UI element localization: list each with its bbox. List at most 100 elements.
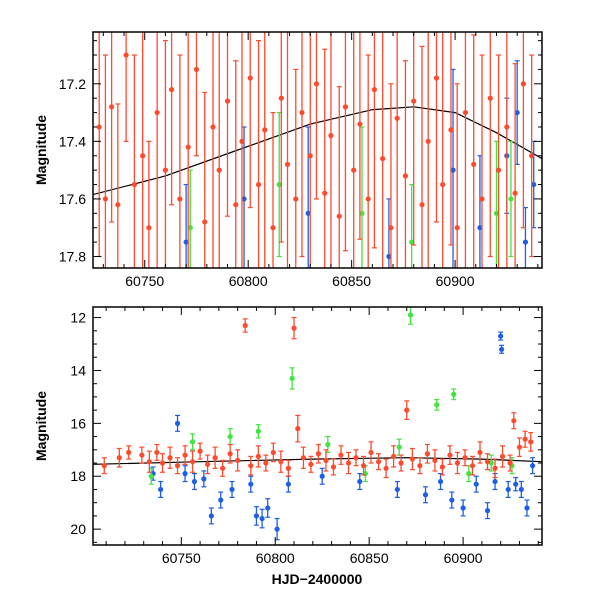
top-red-marker xyxy=(284,161,291,167)
top-red-point xyxy=(529,54,535,258)
top-y-axis-label: Magnitude xyxy=(33,115,49,185)
bottom-blue-marker xyxy=(182,471,188,477)
bottom-blue-marker xyxy=(285,481,291,487)
top-red-point xyxy=(365,54,371,268)
top-red-point xyxy=(169,32,175,206)
bottom-blue-marker xyxy=(422,492,429,498)
top-red-marker xyxy=(495,167,502,173)
bottom-red-marker xyxy=(345,460,352,466)
top-red-marker xyxy=(131,181,137,188)
top-blue-marker xyxy=(531,181,537,188)
bottom-red-point xyxy=(182,445,188,465)
top-red-point xyxy=(411,32,417,246)
top-red-marker xyxy=(202,219,208,225)
top-red-point xyxy=(322,48,328,268)
bottom-red-marker xyxy=(507,460,513,466)
top-red-point xyxy=(440,32,446,268)
bottom-blue-point xyxy=(174,414,181,432)
top-red-marker xyxy=(342,104,349,110)
bottom-red-point xyxy=(146,450,152,473)
top-red-marker xyxy=(247,75,253,81)
bottom-red-point xyxy=(248,455,254,476)
top-red-point xyxy=(202,91,208,268)
bottom-red-point xyxy=(315,443,322,464)
top-red-marker xyxy=(278,95,284,101)
bottom-blue-point xyxy=(449,491,455,509)
bottom-blue-point xyxy=(248,475,254,493)
top-red-point xyxy=(454,83,460,268)
top-red-marker xyxy=(162,167,169,173)
bottom-blue-marker xyxy=(518,486,524,493)
bottom-red-marker xyxy=(146,459,152,465)
top-red-marker xyxy=(146,225,152,231)
top-red-marker xyxy=(479,196,485,202)
bottom-blue-point xyxy=(182,465,188,483)
top-red-marker xyxy=(299,109,305,116)
bottom-blue-point xyxy=(422,486,429,504)
top-blue-marker xyxy=(241,196,247,202)
bottom-x-tick-label: 60850 xyxy=(350,550,389,566)
bottom-red-point xyxy=(417,457,423,475)
top-red-marker xyxy=(351,167,357,173)
top-red-marker xyxy=(471,161,477,167)
bottom-red-point xyxy=(345,451,352,475)
bottom-blue-point xyxy=(259,508,265,529)
bottom-red-point xyxy=(154,443,160,461)
bottom-green-marker xyxy=(434,402,440,408)
top-red-point xyxy=(462,32,469,268)
bottom-green-point xyxy=(407,307,414,325)
top-red-point xyxy=(512,63,518,268)
top-red-marker xyxy=(380,156,386,162)
bottom-red-point xyxy=(499,445,506,468)
bottom-red-point xyxy=(139,446,145,464)
bottom-blue-marker xyxy=(473,481,479,487)
bottom-blue-point xyxy=(499,344,505,354)
bottom-red-marker xyxy=(375,459,382,465)
bottom-red-point xyxy=(270,442,276,463)
bottom-red-marker xyxy=(492,465,498,471)
top-panel: 60750 60800 60850 60900 17.2 17.4 17.6 17.8 Ma… xyxy=(33,31,543,289)
bottom-blue-point xyxy=(473,475,479,493)
bottom-y-tick-label: 12 xyxy=(70,310,86,326)
top-red-point xyxy=(520,32,526,229)
top-red-point xyxy=(371,32,378,249)
bottom-blue-point xyxy=(484,502,491,520)
top-red-marker xyxy=(388,225,394,231)
bottom-blue-point xyxy=(285,475,291,493)
bottom-blue-point xyxy=(191,473,198,491)
bottom-blue-marker xyxy=(229,486,235,493)
top-red-marker xyxy=(402,173,409,179)
bottom-red-marker xyxy=(477,449,483,456)
top-red-point xyxy=(131,54,137,268)
bottom-green-marker xyxy=(407,312,414,318)
bottom-y-tick-label: 14 xyxy=(70,362,86,378)
bottom-blue-marker xyxy=(505,486,511,493)
bottom-red-marker xyxy=(368,449,374,456)
bottom-blue-marker xyxy=(253,513,260,519)
top-red-marker xyxy=(255,181,262,188)
bottom-green-marker xyxy=(325,441,331,448)
bottom-red-point xyxy=(398,454,404,472)
bottom-red-marker xyxy=(278,459,284,465)
top-y-tick-label: 17.4 xyxy=(59,133,86,149)
bottom-red-marker xyxy=(528,439,534,445)
bottom-x-tick-label: 60750 xyxy=(162,550,201,566)
bottom-red-point xyxy=(404,400,410,420)
top-red-marker xyxy=(233,202,239,208)
bottom-blue-point xyxy=(513,476,519,492)
bottom-blue-marker xyxy=(357,478,363,485)
bottom-red-point xyxy=(439,458,446,476)
top-x-axis: 60750 60800 60850 60900 xyxy=(102,32,539,289)
bottom-plot-area xyxy=(93,307,542,541)
bottom-y-axis: 12 14 16 18 20 xyxy=(70,310,542,543)
top-red-point xyxy=(394,32,400,268)
top-red-point xyxy=(154,32,160,268)
top-x-tick-label: 60800 xyxy=(229,273,268,289)
top-green-marker xyxy=(508,196,514,202)
top-red-marker xyxy=(425,138,431,144)
bottom-red-marker xyxy=(270,449,276,456)
bottom-red-point xyxy=(197,442,203,460)
bottom-red-marker xyxy=(174,463,181,469)
bottom-plot-frame xyxy=(92,306,543,546)
bottom-red-marker xyxy=(139,452,145,458)
